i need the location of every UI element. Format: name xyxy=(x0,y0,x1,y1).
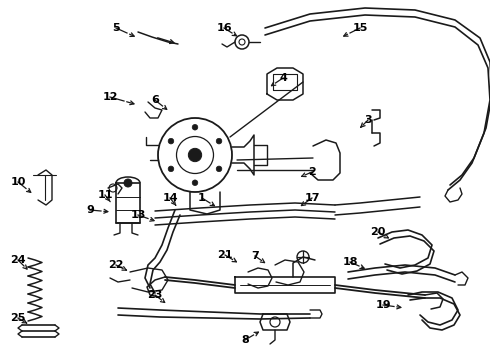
Text: 10: 10 xyxy=(10,177,25,187)
Circle shape xyxy=(192,125,198,130)
Text: 16: 16 xyxy=(216,23,232,33)
Text: 22: 22 xyxy=(108,260,124,270)
Text: 19: 19 xyxy=(375,300,391,310)
Text: 7: 7 xyxy=(251,251,259,261)
Text: 1: 1 xyxy=(198,193,206,203)
Circle shape xyxy=(216,166,222,172)
Text: 25: 25 xyxy=(10,313,25,323)
Text: 3: 3 xyxy=(364,115,372,125)
Text: 17: 17 xyxy=(304,193,320,203)
Circle shape xyxy=(216,138,222,144)
Circle shape xyxy=(192,180,198,185)
Text: 14: 14 xyxy=(162,193,178,203)
Text: 13: 13 xyxy=(130,210,146,220)
Text: 5: 5 xyxy=(112,23,120,33)
Text: 12: 12 xyxy=(102,92,118,102)
Text: 9: 9 xyxy=(86,205,94,215)
Text: 6: 6 xyxy=(151,95,159,105)
Circle shape xyxy=(168,166,174,172)
Text: 18: 18 xyxy=(342,257,358,267)
Circle shape xyxy=(124,179,132,187)
Circle shape xyxy=(168,138,174,144)
Text: 11: 11 xyxy=(97,190,113,200)
Text: 15: 15 xyxy=(352,23,368,33)
Text: 21: 21 xyxy=(217,250,233,260)
Text: 2: 2 xyxy=(308,167,316,177)
Text: 24: 24 xyxy=(10,255,26,265)
Circle shape xyxy=(188,148,202,162)
Text: 20: 20 xyxy=(370,227,386,237)
Text: 4: 4 xyxy=(279,73,287,83)
Text: 8: 8 xyxy=(241,335,249,345)
Text: 23: 23 xyxy=(147,290,163,300)
